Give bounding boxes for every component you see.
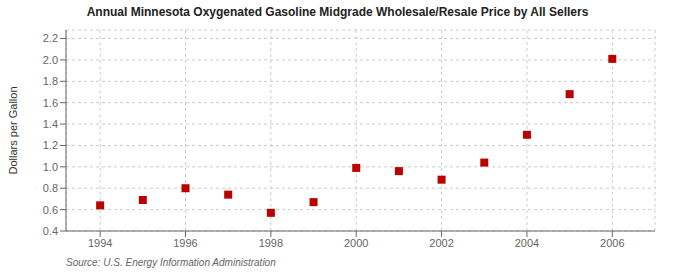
svg-text:1998: 1998: [259, 237, 283, 249]
svg-text:1994: 1994: [88, 237, 112, 249]
svg-text:2002: 2002: [429, 237, 453, 249]
svg-text:Dollars per Gallon: Dollars per Gallon: [8, 86, 19, 174]
html-text:Source: U.S. Energy Informatio: Source: U.S. Energy Information Administ…: [66, 257, 276, 268]
svg-text:0.8: 0.8: [43, 182, 58, 194]
svg-text:2.2: 2.2: [43, 32, 58, 44]
svg-text:1996: 1996: [173, 237, 197, 249]
svg-text:1.4: 1.4: [43, 118, 58, 130]
svg-text:2000: 2000: [344, 237, 368, 249]
svg-text:1.2: 1.2: [43, 139, 58, 151]
svg-text:2004: 2004: [515, 237, 539, 249]
svg-text:1.0: 1.0: [43, 161, 58, 173]
svg-text:0.6: 0.6: [43, 204, 58, 216]
svg-text:1.8: 1.8: [43, 75, 58, 87]
html-text:Annual Minnesota Oxygenated Ga: Annual Minnesota Oxygenated Gasoline Mid…: [86, 5, 589, 19]
svg-text:2.0: 2.0: [43, 54, 58, 66]
svg-text:0.4: 0.4: [43, 225, 58, 237]
svg-text:1.6: 1.6: [43, 97, 58, 109]
svg-text:2006: 2006: [600, 237, 624, 249]
